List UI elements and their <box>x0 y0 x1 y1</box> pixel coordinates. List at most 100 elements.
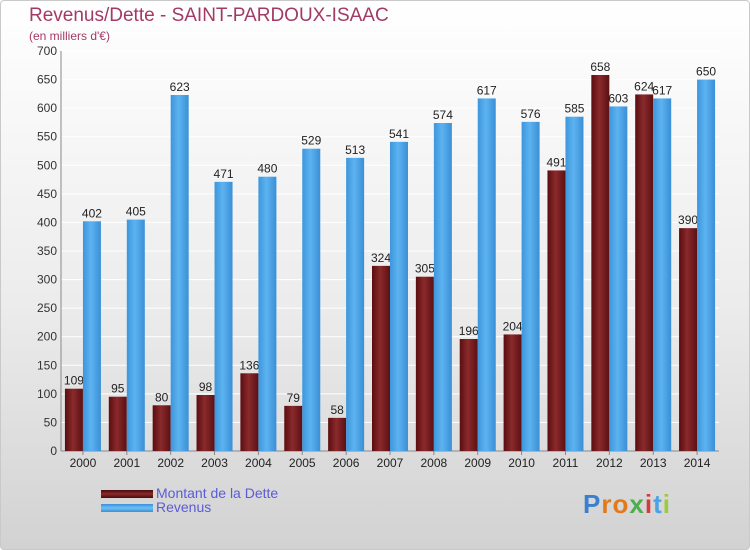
debt-data-label: 95 <box>111 382 125 396</box>
revenue-data-label: 603 <box>608 91 628 105</box>
debt-bar <box>635 94 654 451</box>
revenue-data-label: 617 <box>477 83 497 97</box>
legend-label-revenue: Revenus <box>156 499 212 515</box>
logo-letter: i <box>662 489 671 519</box>
y-tick-label: 300 <box>37 273 57 287</box>
revenue-data-label: 623 <box>170 80 190 94</box>
revenue-bar <box>521 121 540 451</box>
revenue-bar <box>653 98 672 451</box>
revenue-data-label: 585 <box>564 102 584 116</box>
legend-item-debt: Montant de la Dette <box>101 485 421 501</box>
y-tick-label: 400 <box>37 215 57 229</box>
debt-data-label: 196 <box>459 324 479 338</box>
legend-label-debt: Montant de la Dette <box>156 485 279 501</box>
legend-swatch-debt <box>101 490 153 498</box>
x-tick-label: 2010 <box>508 456 535 470</box>
debt-data-label: 109 <box>64 374 84 388</box>
revenue-data-label: 574 <box>433 108 453 122</box>
y-tick-label: 100 <box>37 387 57 401</box>
debt-data-label: 305 <box>415 262 435 276</box>
debt-data-label: 491 <box>546 155 566 169</box>
logo-letter: t <box>653 489 663 519</box>
logo-letter: i <box>644 489 654 519</box>
logo-letter: r <box>601 489 613 519</box>
legend-swatch-revenue <box>101 504 153 512</box>
x-tick-label: 2004 <box>245 456 272 470</box>
x-tick-label: 2012 <box>596 456 623 470</box>
revenue-bar <box>477 98 496 451</box>
revenue-bar <box>697 79 716 452</box>
y-tick-label: 700 <box>37 44 57 58</box>
debt-bar <box>503 334 522 451</box>
revenue-data-label: 471 <box>214 167 234 181</box>
x-tick-label: 2011 <box>553 456 579 470</box>
legend-item-revenue: Revenus <box>101 499 421 515</box>
revenue-bar <box>214 181 233 451</box>
proxiti-logo: Proxiti <box>583 489 671 520</box>
logo-letter: P <box>583 489 602 519</box>
revenue-data-label: 617 <box>652 83 672 97</box>
y-tick-label: 0 <box>50 444 57 458</box>
debt-data-label: 58 <box>330 403 344 417</box>
debt-bar <box>372 265 390 451</box>
debt-data-label: 136 <box>239 358 259 372</box>
debt-data-label: 390 <box>678 213 698 227</box>
x-tick-label: 2008 <box>421 456 448 470</box>
y-tick-label: 600 <box>37 101 57 115</box>
logo-letter: x <box>629 489 645 519</box>
x-tick-label: 2003 <box>201 456 228 470</box>
debt-bar <box>196 395 215 451</box>
revenue-bar <box>390 141 408 451</box>
x-tick-label: 2014 <box>684 456 711 470</box>
y-tick-label: 350 <box>37 244 57 258</box>
x-tick-label: 2007 <box>377 456 404 470</box>
debt-bar <box>459 339 478 451</box>
revenue-data-label: 650 <box>696 65 716 79</box>
y-tick-label: 500 <box>37 158 57 172</box>
debt-bar <box>591 75 610 451</box>
x-tick-label: 2009 <box>464 456 491 470</box>
revenue-data-label: 541 <box>389 127 409 141</box>
revenue-data-label: 529 <box>301 134 321 148</box>
revenue-data-label: 480 <box>257 162 277 176</box>
revenue-bar <box>170 95 189 451</box>
y-tick-label: 200 <box>37 330 57 344</box>
revenue-bar <box>346 157 365 451</box>
x-tick-label: 2001 <box>113 456 140 470</box>
x-tick-label: 2005 <box>289 456 316 470</box>
revenue-bar <box>609 106 628 451</box>
debt-data-label: 204 <box>503 319 523 333</box>
revenue-bar <box>302 148 321 451</box>
debt-data-label: 324 <box>371 251 391 265</box>
y-tick-label: 650 <box>37 73 57 87</box>
revenue-data-label: 402 <box>82 206 102 220</box>
chart-subtitle: (en milliers d'€) <box>29 29 110 43</box>
x-tick-label: 2013 <box>640 456 667 470</box>
x-tick-label: 2000 <box>70 456 97 470</box>
revenue-data-label: 513 <box>345 143 365 157</box>
debt-data-label: 624 <box>634 79 654 93</box>
debt-bar <box>284 405 303 451</box>
y-tick-label: 150 <box>37 358 57 372</box>
debt-bar <box>152 405 171 451</box>
y-tick-label: 550 <box>37 130 57 144</box>
debt-bar <box>64 388 83 451</box>
debt-data-label: 658 <box>590 60 610 74</box>
debt-bar <box>547 170 566 451</box>
y-tick-label: 250 <box>37 301 57 315</box>
revenue-data-label: 576 <box>521 107 541 121</box>
x-tick-label: 2006 <box>333 456 360 470</box>
debt-bar <box>679 228 698 451</box>
y-tick-label: 450 <box>37 187 57 201</box>
debt-bar <box>415 276 434 451</box>
revenue-bar <box>433 123 452 451</box>
debt-bar <box>328 417 347 451</box>
revenue-bar <box>126 219 145 451</box>
debt-bar <box>108 396 127 451</box>
debt-data-label: 80 <box>155 390 169 404</box>
debt-data-label: 98 <box>199 380 213 394</box>
legend: Montant de la Dette Revenus <box>101 485 421 515</box>
revenue-bar <box>258 176 277 451</box>
